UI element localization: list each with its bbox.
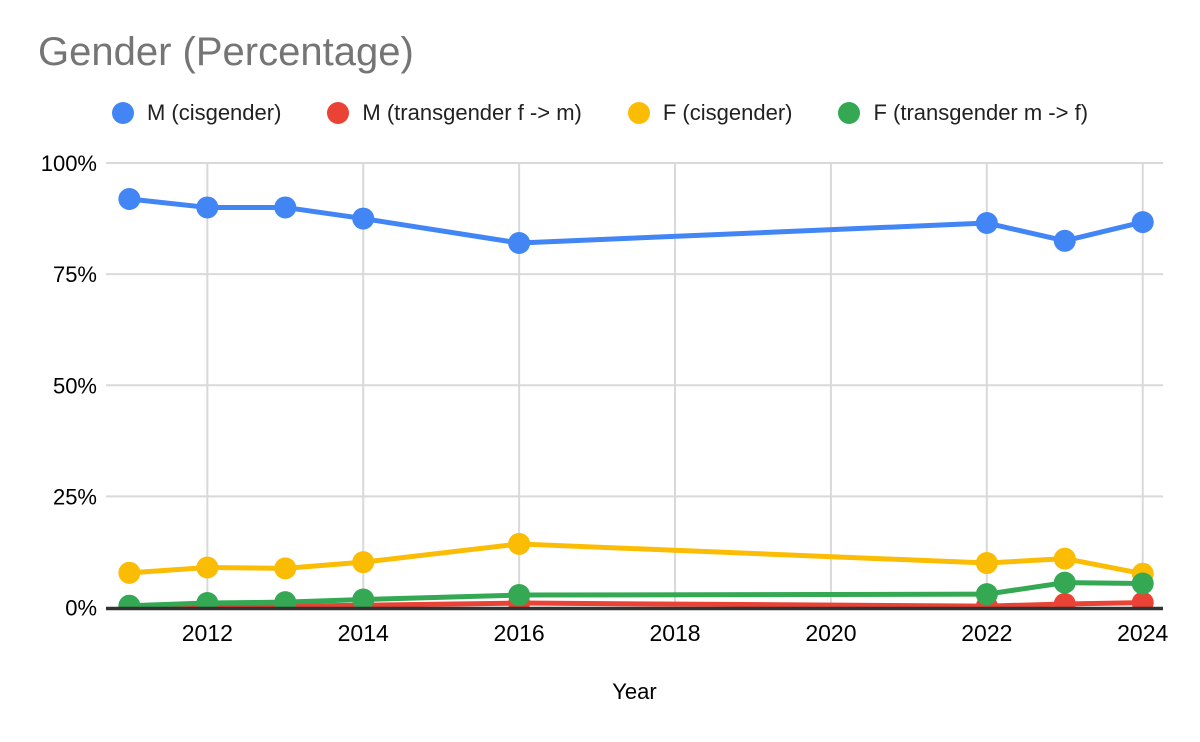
x-tick-label: 2018 <box>649 620 700 646</box>
series-line-2 <box>126 541 1146 577</box>
data-point <box>118 188 141 211</box>
data-point <box>1053 592 1076 608</box>
data-point <box>1053 547 1076 570</box>
data-point <box>508 532 531 555</box>
chart-title: Gender (Percentage) <box>38 30 414 74</box>
data-point <box>1131 572 1154 595</box>
data-point <box>352 588 375 608</box>
legend-item-m-transgender: M (transgender f -> m) <box>327 100 582 126</box>
legend-label: M (cisgender) <box>146 100 282 125</box>
data-point <box>975 212 998 235</box>
x-tick-label: 2024 <box>1117 620 1168 646</box>
x-tick-label: 2016 <box>494 620 545 646</box>
data-point <box>352 207 375 230</box>
legend-swatch-icon <box>838 102 861 124</box>
legend-swatch-icon <box>111 102 134 124</box>
data-point <box>118 561 141 584</box>
data-point <box>1053 229 1076 252</box>
legend-label: F (cisgender) <box>662 100 793 125</box>
data-point <box>274 196 297 219</box>
data-point <box>274 591 297 608</box>
x-tick-label: 2012 <box>182 620 233 646</box>
data-point <box>274 557 297 580</box>
x-tick-label: 2014 <box>338 620 389 646</box>
y-tick-label: 0% <box>65 596 97 621</box>
x-tick-label: 2020 <box>805 620 856 646</box>
legend-swatch-icon <box>327 102 350 124</box>
x-axis-title: Year <box>612 679 656 704</box>
legend-label: M (transgender f -> m) <box>362 100 582 125</box>
legend-item-f-transgender: F (transgender m -> f) <box>838 100 1088 126</box>
x-tick-label: 2022 <box>961 620 1012 646</box>
y-tick-label: 25% <box>53 484 97 509</box>
legend: M (cisgender) M (transgender f -> m) F (… <box>0 100 1200 126</box>
data-point <box>352 551 375 574</box>
legend-item-f-cisgender: F (cisgender) <box>627 100 793 126</box>
y-tick-label: 50% <box>53 373 97 398</box>
data-point <box>196 556 219 579</box>
data-point <box>508 584 531 607</box>
y-tick-label: 100% <box>41 151 97 176</box>
data-point <box>1131 211 1154 234</box>
data-point <box>508 232 531 255</box>
data-point <box>975 552 998 575</box>
data-point <box>118 594 141 608</box>
data-point <box>975 583 998 606</box>
series-line-3 <box>126 580 1146 608</box>
legend-item-m-cisgender: M (cisgender) <box>111 100 282 126</box>
data-point <box>1053 571 1076 594</box>
legend-swatch-icon <box>627 102 650 124</box>
data-point <box>1131 591 1154 608</box>
y-tick-label: 75% <box>53 262 97 287</box>
legend-label: F (transgender m -> f) <box>873 100 1089 125</box>
data-point <box>196 592 219 608</box>
series-line-0 <box>126 196 1146 246</box>
data-point <box>196 196 219 219</box>
